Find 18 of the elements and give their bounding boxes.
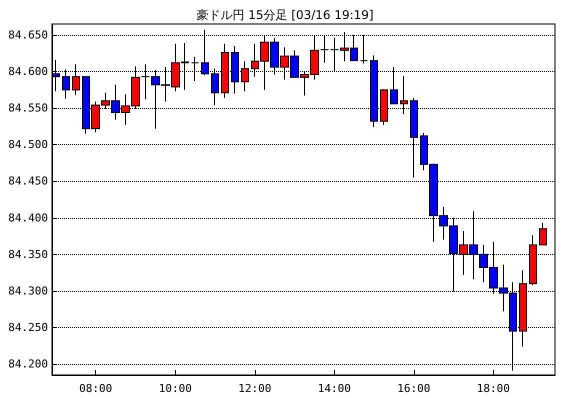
x-tick-label: 10:00 <box>158 382 192 395</box>
x-tick-label: 12:00 <box>238 382 272 395</box>
y-tick-label: 84.250 <box>8 320 48 334</box>
candlestick <box>539 222 547 246</box>
y-tick-label: 84.350 <box>8 248 48 261</box>
y-tick-label: 84.650 <box>8 28 48 42</box>
chart-title: 豪ドル円 15分足 [03/16 19:19] <box>196 8 374 22</box>
y-tick-label: 84.400 <box>8 211 48 224</box>
x-tick-label: 14:00 <box>318 382 351 395</box>
y-tick-label: 84.550 <box>8 102 48 115</box>
y-tick-label: 84.600 <box>8 65 48 78</box>
y-tick-label: 84.450 <box>8 174 48 188</box>
y-tick-label: 84.300 <box>8 284 48 298</box>
x-tick-label: 08:00 <box>79 382 112 395</box>
y-tick-label: 84.500 <box>8 138 48 152</box>
x-tick-label: 18:00 <box>476 382 510 395</box>
y-tick-label: 84.200 <box>8 358 48 371</box>
x-tick-label: 16:00 <box>397 382 430 395</box>
